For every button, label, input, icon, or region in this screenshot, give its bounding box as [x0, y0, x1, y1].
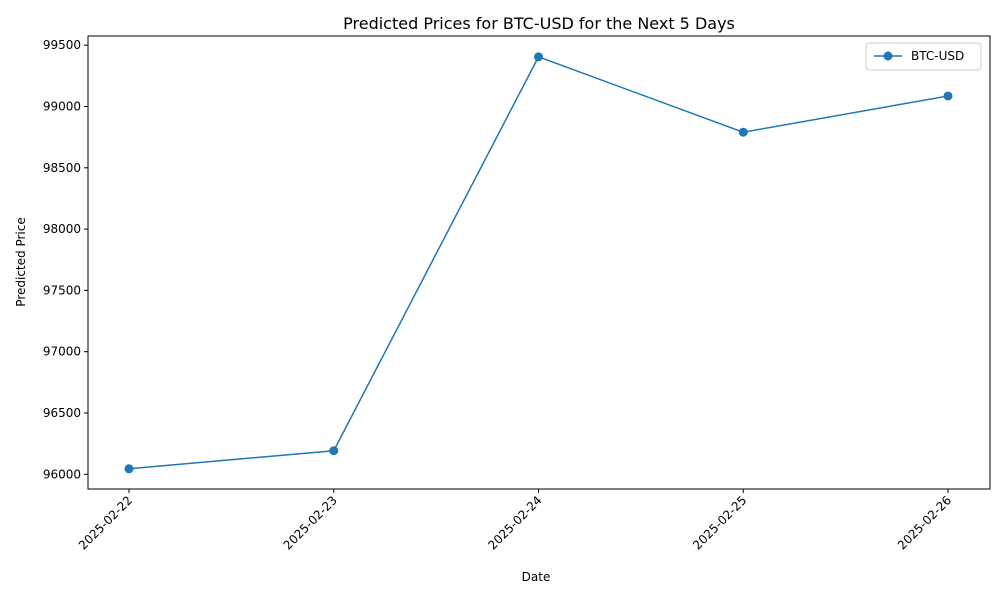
data-point — [738, 127, 748, 137]
data-point — [534, 52, 543, 62]
y-tick-label: 99000 — [43, 99, 81, 113]
y-tick-label: 98000 — [43, 222, 81, 236]
legend: BTC-USD — [865, 42, 982, 71]
y-tick-label: 96000 — [43, 467, 81, 481]
y-tick-label: 99500 — [43, 38, 81, 52]
x-axis-label: Date — [522, 570, 551, 584]
y-tick-label: 97500 — [43, 283, 81, 297]
chart-title: Predicted Prices for BTC-USD for the Nex… — [343, 14, 735, 33]
y-tick-label: 98500 — [43, 161, 81, 175]
y-axis-label: Predicted Price — [14, 217, 28, 306]
data-point — [943, 91, 953, 101]
axes-frame — [87, 35, 991, 490]
legend-series-marker — [883, 51, 893, 61]
legend-series-label: BTC-USD — [911, 49, 964, 63]
data-point — [329, 446, 339, 456]
y-axis-ticks: 96000 96500 97000 97500 98000 98500 99000 99500 — [43, 38, 88, 481]
y-tick-label: 97000 — [43, 345, 81, 359]
legend-box — [865, 42, 982, 71]
plot-area — [124, 52, 953, 474]
y-tick-label: 96500 — [43, 406, 81, 420]
data-point — [124, 464, 134, 474]
